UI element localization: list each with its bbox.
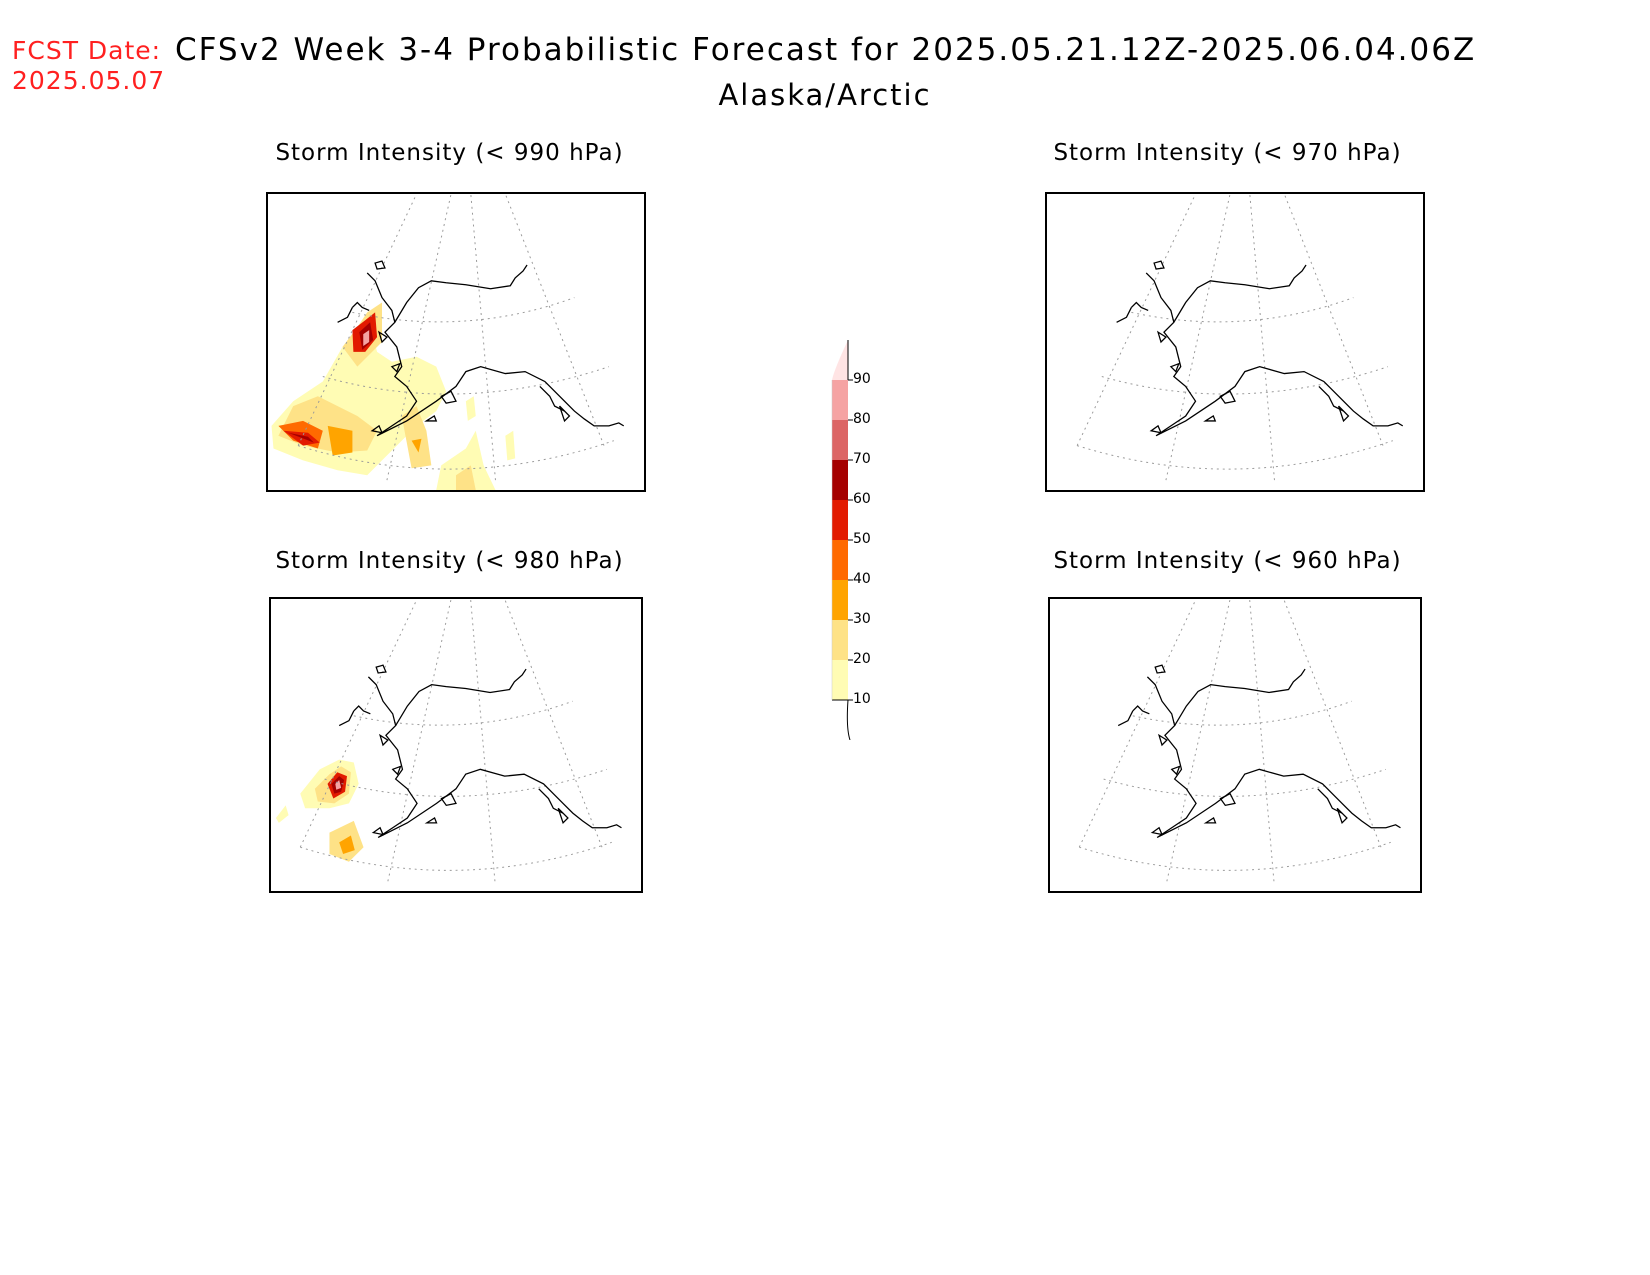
map-panel-980 xyxy=(269,597,643,893)
colorbar-lower-extension xyxy=(832,699,851,741)
map-970 xyxy=(1076,194,1404,481)
panel-title-970: Storm Intensity (< 970 hPa) xyxy=(1053,140,1402,166)
region-subtitle: Alaska/Arctic xyxy=(718,78,932,112)
page-title: CFSv2 Week 3-4 Probabilistic Forecast fo… xyxy=(175,32,1477,68)
colorbar-swatch-8 xyxy=(832,380,848,420)
colorbar-label-50: 50 xyxy=(853,531,871,547)
colorbar-label-40: 40 xyxy=(853,571,871,587)
forecast-date: FCST Date: 2025.05.07 xyxy=(12,36,165,96)
map-980 xyxy=(275,599,622,882)
map-990 xyxy=(271,194,625,490)
colorbar-swatch-7 xyxy=(832,420,848,460)
colorbar-label-80: 80 xyxy=(853,411,871,427)
map-960 xyxy=(1078,599,1401,882)
colorbar-label-10: 10 xyxy=(853,691,871,707)
colorbar-swatch-3 xyxy=(832,580,848,620)
panel-title-980: Storm Intensity (< 980 hPa) xyxy=(275,548,624,574)
forecast-date-value: 2025.05.07 xyxy=(12,66,166,95)
colorbar-label-60: 60 xyxy=(853,491,871,507)
panel-title-990: Storm Intensity (< 990 hPa) xyxy=(275,140,624,166)
colorbar-swatch-6 xyxy=(832,460,848,500)
colorbar: 10 20 30 40 50 60 70 80 90 xyxy=(815,330,895,741)
colorbar-label-90: 90 xyxy=(853,371,871,387)
panel-title-960: Storm Intensity (< 960 hPa) xyxy=(1053,548,1402,574)
map-panel-990 xyxy=(266,192,646,492)
colorbar-swatch-4 xyxy=(832,540,848,580)
colorbar-svg xyxy=(831,340,853,741)
colorbar-label-20: 20 xyxy=(853,651,871,667)
colorbar-swatch-5 xyxy=(832,500,848,540)
map-panel-960 xyxy=(1048,597,1422,893)
forecast-date-label: FCST Date: xyxy=(12,36,162,65)
colorbar-swatch-9 xyxy=(832,340,848,380)
map-panel-970 xyxy=(1045,192,1425,492)
colorbar-label-70: 70 xyxy=(853,451,871,467)
colorbar-swatch-2 xyxy=(832,620,848,660)
colorbar-swatch-1 xyxy=(832,660,848,700)
colorbar-label-30: 30 xyxy=(853,611,871,627)
